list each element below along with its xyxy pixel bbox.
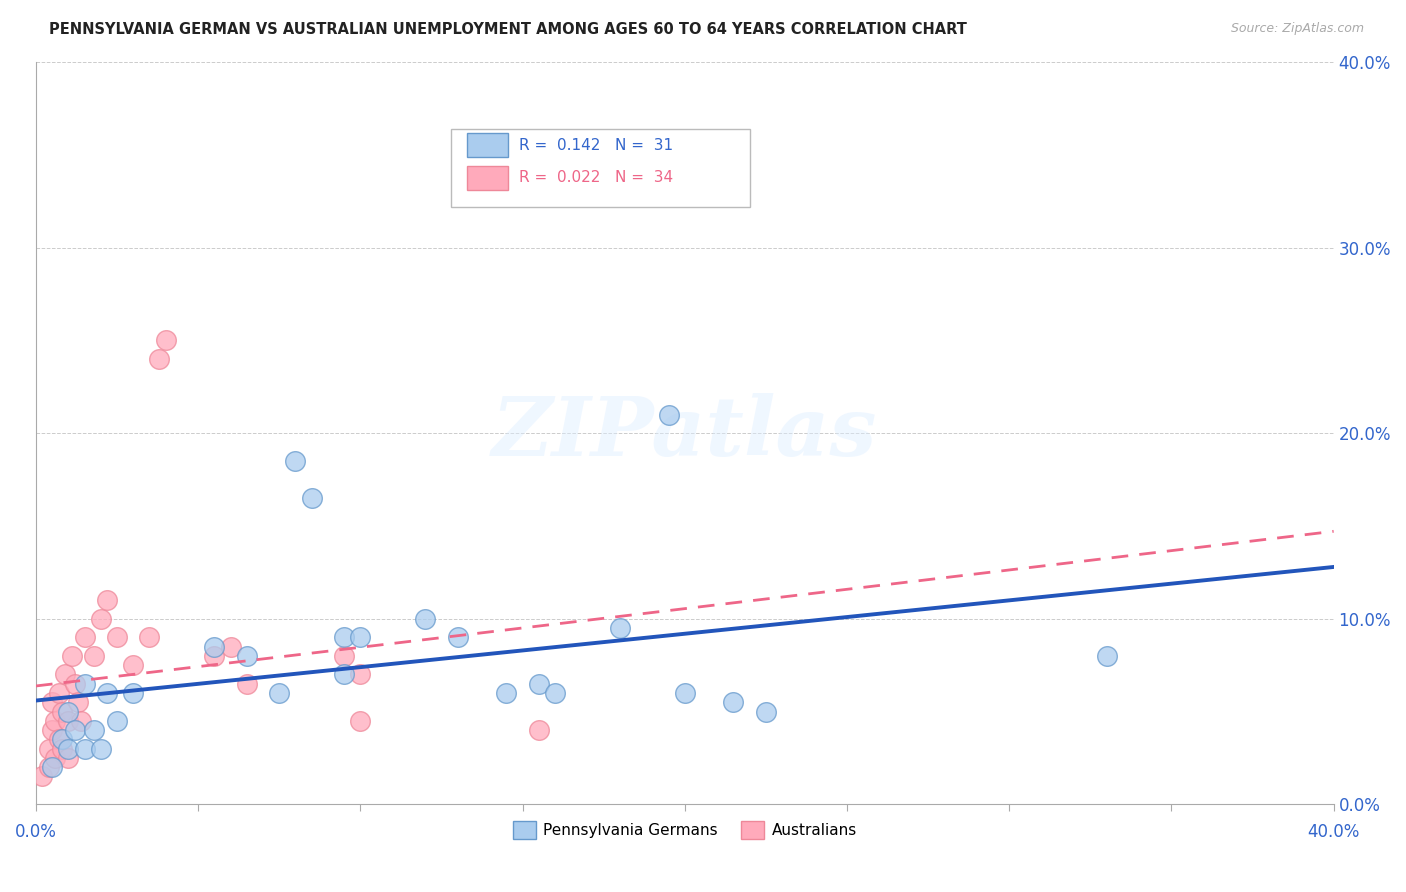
- Point: [51, 732, 73, 747]
- Point: [96, 593, 118, 607]
- Point: [38, 741, 60, 756]
- Point: [219, 640, 242, 654]
- Point: [38, 760, 60, 774]
- Point: [236, 676, 259, 690]
- Point: [41, 723, 63, 737]
- Point: [609, 621, 631, 635]
- Point: [41, 760, 63, 774]
- Point: [122, 686, 145, 700]
- Point: [83, 723, 105, 737]
- Text: 40.0%: 40.0%: [1308, 822, 1360, 841]
- Point: [44, 714, 66, 728]
- FancyBboxPatch shape: [467, 134, 509, 157]
- Point: [1095, 648, 1118, 663]
- Point: [658, 408, 681, 422]
- Point: [527, 676, 550, 690]
- Point: [138, 630, 160, 644]
- Point: [269, 686, 291, 700]
- Legend: Pennsylvania Germans, Australians: Pennsylvania Germans, Australians: [506, 815, 863, 845]
- Point: [447, 630, 470, 644]
- Point: [96, 686, 118, 700]
- Point: [755, 705, 778, 719]
- Point: [333, 630, 356, 644]
- Point: [202, 640, 225, 654]
- Point: [73, 630, 96, 644]
- Point: [527, 723, 550, 737]
- Point: [105, 630, 128, 644]
- Text: 0.0%: 0.0%: [15, 822, 56, 841]
- Point: [202, 648, 225, 663]
- Point: [236, 648, 259, 663]
- Point: [349, 630, 371, 644]
- Text: R =  0.022   N =  34: R = 0.022 N = 34: [519, 170, 673, 186]
- Point: [333, 667, 356, 681]
- Point: [544, 686, 567, 700]
- Point: [122, 658, 145, 673]
- Point: [90, 741, 112, 756]
- Point: [31, 769, 53, 783]
- Point: [44, 751, 66, 765]
- Text: R =  0.142   N =  31: R = 0.142 N = 31: [519, 137, 673, 153]
- Point: [70, 714, 93, 728]
- Point: [51, 705, 73, 719]
- Point: [73, 676, 96, 690]
- Text: Source: ZipAtlas.com: Source: ZipAtlas.com: [1230, 22, 1364, 36]
- Point: [90, 612, 112, 626]
- FancyBboxPatch shape: [467, 166, 509, 190]
- Point: [41, 695, 63, 709]
- Point: [63, 723, 86, 737]
- Point: [48, 732, 70, 747]
- Point: [48, 686, 70, 700]
- Point: [53, 667, 76, 681]
- Point: [58, 705, 80, 719]
- Text: PENNSYLVANIA GERMAN VS AUSTRALIAN UNEMPLOYMENT AMONG AGES 60 TO 64 YEARS CORRELA: PENNSYLVANIA GERMAN VS AUSTRALIAN UNEMPL…: [49, 22, 967, 37]
- Point: [349, 714, 371, 728]
- Point: [413, 612, 436, 626]
- Point: [60, 648, 83, 663]
- Point: [284, 454, 307, 468]
- FancyBboxPatch shape: [451, 129, 749, 207]
- Point: [148, 351, 170, 366]
- Point: [333, 648, 356, 663]
- Point: [83, 648, 105, 663]
- Point: [63, 676, 86, 690]
- Point: [723, 695, 745, 709]
- Point: [673, 686, 696, 700]
- Point: [58, 714, 80, 728]
- Point: [58, 751, 80, 765]
- Point: [155, 334, 177, 348]
- Point: [495, 686, 517, 700]
- Point: [349, 667, 371, 681]
- Point: [58, 741, 80, 756]
- Point: [73, 741, 96, 756]
- Point: [51, 741, 73, 756]
- Point: [105, 714, 128, 728]
- Point: [301, 491, 323, 505]
- Text: ZIPatlas: ZIPatlas: [492, 393, 877, 474]
- Point: [67, 695, 90, 709]
